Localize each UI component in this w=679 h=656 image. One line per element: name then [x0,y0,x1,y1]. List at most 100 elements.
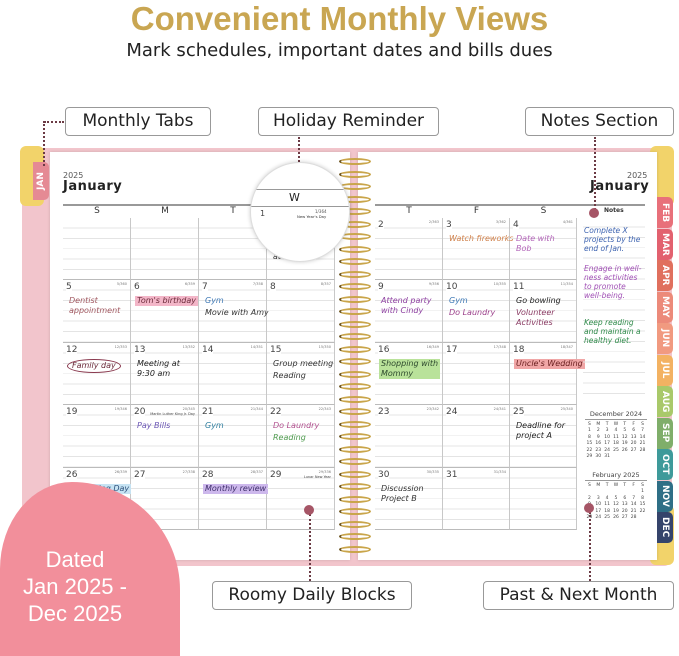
spiral-ring [339,245,371,253]
tab-may[interactable]: MAY [657,291,673,323]
day-cell[interactable]: 12 12/353 Family day [63,342,131,406]
mini-day: 28 [630,515,637,521]
callout-connector [309,514,311,581]
day-count: 20/345 [182,407,195,412]
divider [63,204,337,206]
day-cell[interactable] [510,467,577,530]
callout-notes-section: Notes Section [525,107,674,136]
day-number: 14 [202,344,214,355]
day-count: 30/335 [426,469,439,474]
day-cell[interactable]: 10 10/355 Gym Do Laundry [443,280,510,343]
day-count: 3/362 [495,220,506,224]
day-count: 2/363 [428,220,439,224]
mini-weekday: S [587,482,591,488]
day-cell[interactable]: 17 17/348 [443,342,510,406]
day-cell[interactable]: 22 22/343 Do Laundry Reading [267,405,335,468]
spiral-ring [339,158,371,165]
tab-mar[interactable]: MAR [657,228,673,260]
day-cell[interactable]: 9 9/356 Attend party with Cindy [375,280,443,343]
day-number: 16 [378,344,390,355]
mini-day: 15 [639,502,646,508]
spiral-ring [339,520,371,528]
day-count: 15/350 [318,344,331,349]
handwritten-note: Dentist appointment [69,296,121,316]
callout-holiday-reminder: Holiday Reminder [258,107,439,136]
holiday-label: Lunar New Year [303,474,331,479]
day-cell[interactable]: 16 16/349 Shopping with Mommy [375,342,443,406]
mini-day: 30 [595,454,602,460]
tab-nov[interactable]: NOV [657,480,673,512]
day-count: 24/341 [493,407,506,412]
day-cell[interactable]: 13 13/352 Meeting at 9:30 am [131,342,199,406]
day-count: 18/347 [560,344,573,349]
handwritten-note: Reading [273,433,306,443]
day-count: 5/360 [116,282,127,287]
tab-feb[interactable]: FEB [657,197,673,228]
mini-day: 6 [623,495,627,501]
mini-calendar-title: December 2024 [585,410,647,420]
spiral-ring [339,358,371,365]
day-cell[interactable] [63,218,131,281]
tab-jan[interactable]: JAN [33,162,49,200]
day-number: 15 [270,344,282,355]
mini-day: 8 [641,495,644,501]
mini-day: 5 [614,495,618,501]
mini-day: 6 [632,428,636,434]
spiral-ring [339,370,371,378]
mini-weekday: W [613,421,619,427]
day-cell[interactable]: 20 20/345 Martin Luther King Jr. Day Pay Bi… [131,405,199,468]
day-cell[interactable]: 15 15/350 Group meeting Reading [267,342,335,406]
tab-sep[interactable]: SEP [657,417,673,449]
day-cell[interactable]: 18 18/347 Uncle's Wedding [510,342,585,406]
mini-day: 13 [621,502,628,508]
mini-week-row: 22 23 24 25 26 27 28 [585,447,647,454]
tab-aug[interactable]: AUG [657,386,673,417]
day-count: 23/342 [426,407,439,412]
tab-jun[interactable]: JUN [657,323,673,354]
spiral-ring [339,395,371,403]
day-cell[interactable]: 4 4/361 Date with Bob [510,218,577,281]
mini-day: 7 [632,495,636,501]
spiral-ring [339,533,371,540]
day-number: 18 [513,344,525,355]
mini-weekday: S [587,421,591,427]
day-cell[interactable]: 28 28/337 Monthly review [199,467,269,530]
day-cell[interactable]: 14 14/351 [199,342,267,406]
day-cell[interactable]: 21 21/344 Gym [199,405,267,468]
mini-day: 31 [604,454,610,460]
day-count: 6/359 [184,282,195,287]
tab-oct[interactable]: OCT [657,449,673,480]
spiral-ring [339,433,371,440]
day-cell[interactable]: 31 31/334 [443,467,510,530]
magnifier-date: 1 [260,209,266,218]
day-cell[interactable]: 6 6/359 Tom's birthday [131,280,199,343]
day-cell[interactable]: 5 5/360 Dentist appointment [63,280,131,343]
tab-jul[interactable]: JUL [657,354,673,386]
day-cell[interactable]: 24 24/341 [443,405,510,468]
spiral-ring [339,383,371,390]
tab-apr[interactable]: APR [657,260,673,291]
mini-week-row: 15 16 17 18 19 20 21 [585,441,647,448]
day-cell[interactable]: 2 2/363 [375,218,443,281]
mini-day: 12 [613,502,619,508]
day-cell[interactable]: 25 25/340 Deadline for project A [510,405,577,468]
tab-dec[interactable]: DEC [657,512,673,543]
spiral-ring [339,445,371,453]
spiral-ring [339,470,371,478]
day-number: 12 [66,344,78,355]
day-cell[interactable]: 23 23/342 [375,405,443,468]
spiral-ring [339,295,371,303]
callout-connector [44,121,64,123]
day-cell[interactable]: 7 7/358 Gym Movie with Amy [199,280,269,343]
day-cell[interactable]: 3 3/362 Watch fireworks [443,218,513,281]
day-cell[interactable]: 8 8/357 [267,280,335,343]
day-cell[interactable]: 29 29/336 Lunar New Year [267,467,335,530]
day-number: 17 [446,344,458,355]
handwritten-note: Reading [273,370,306,380]
day-cell[interactable]: 11 11/354 Go bowling Volunteer Activities [510,280,577,343]
day-cell[interactable]: 19 19/346 [63,405,131,468]
mini-day: 26 [613,515,619,521]
weekday-header: F [473,206,480,216]
day-cell[interactable] [131,218,199,281]
day-cell[interactable]: 30 30/335 Discussion Project B [375,467,443,530]
